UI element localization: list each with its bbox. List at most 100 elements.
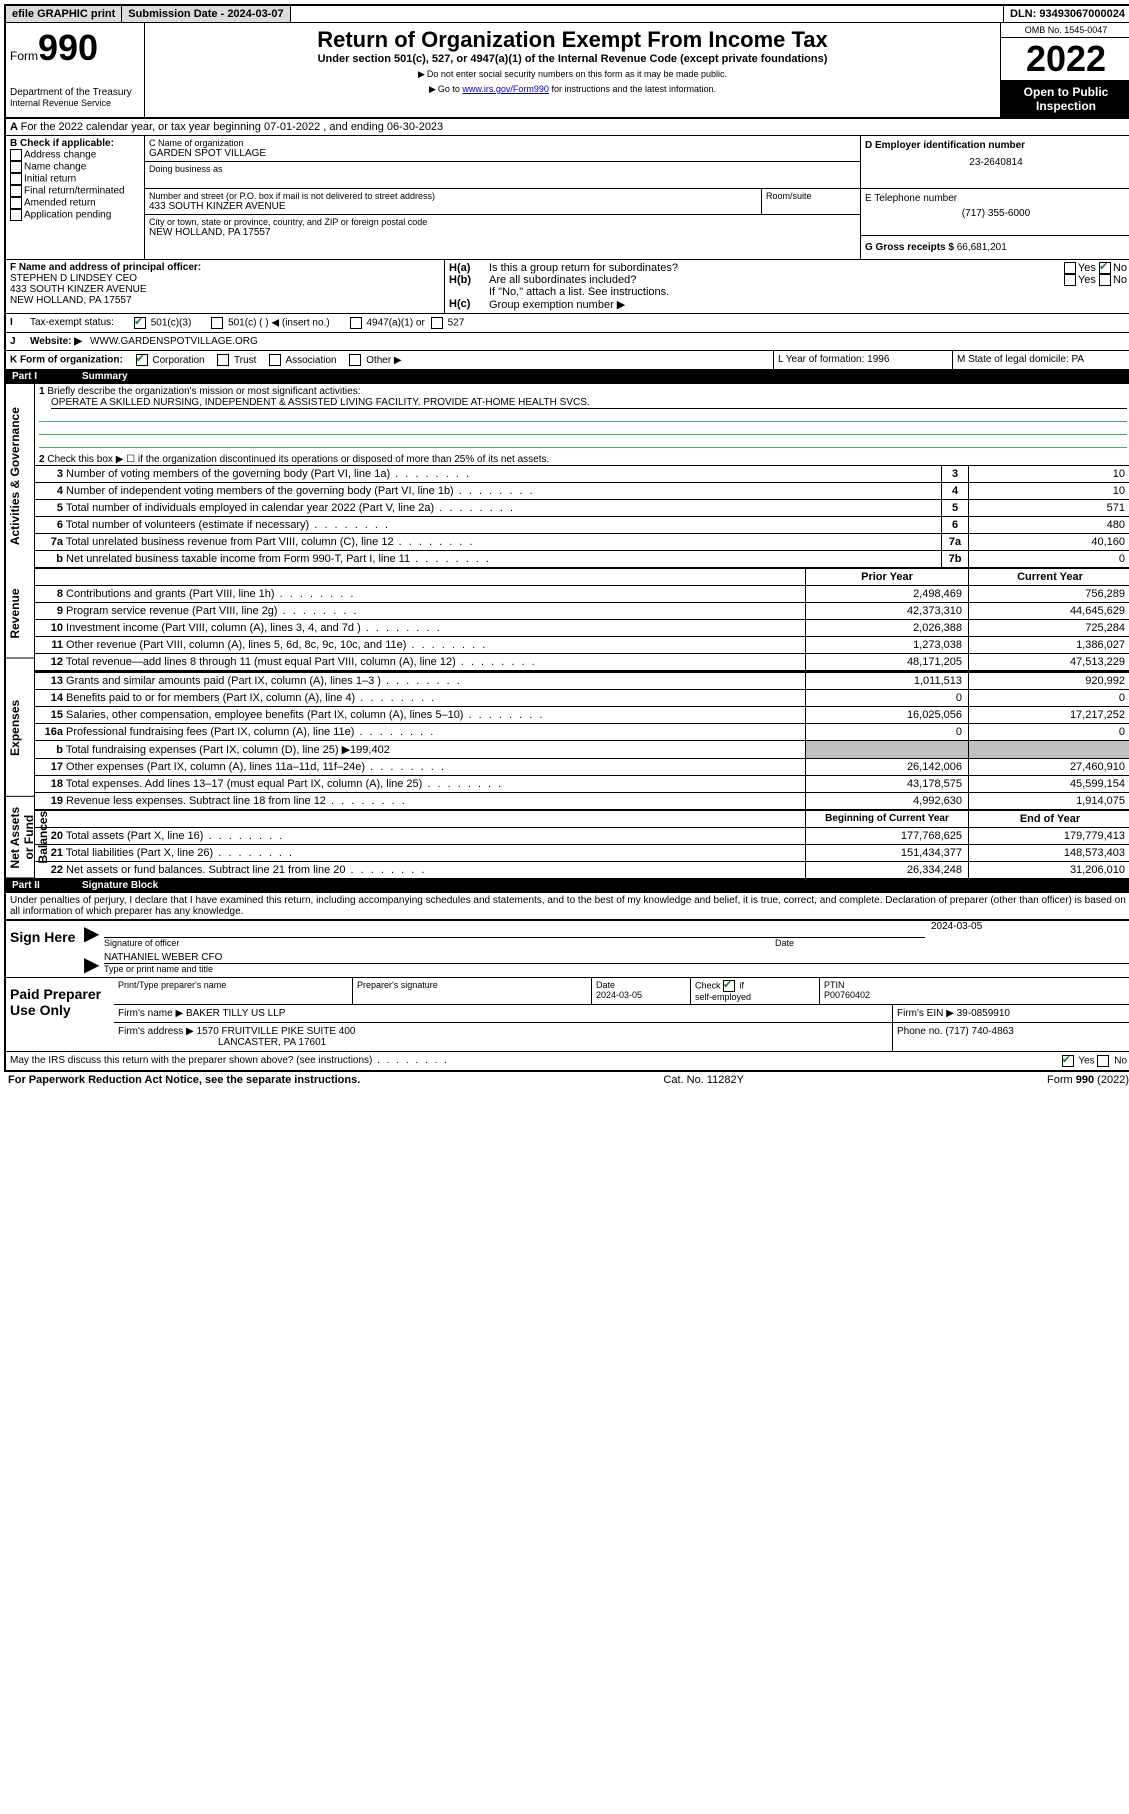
summary-row: 20 Total assets (Part X, line 16)177,768…: [35, 827, 1129, 844]
ein: 23-2640814: [865, 157, 1127, 168]
chk-other[interactable]: [349, 354, 361, 366]
hb-text: Are all subordinates included?: [489, 274, 1064, 286]
page-footer: For Paperwork Reduction Act Notice, see …: [4, 1072, 1129, 1088]
mission: OPERATE A SKILLED NURSING, INDEPENDENT &…: [51, 397, 1127, 409]
city-label: City or town, state or province, country…: [149, 217, 856, 227]
k-label: K Form of organization:: [10, 355, 123, 366]
summary-row: 19 Revenue less expenses. Subtract line …: [35, 792, 1129, 809]
chk-initial[interactable]: [10, 173, 22, 185]
chk-trust[interactable]: [217, 354, 229, 366]
section-fh: F Name and address of principal officer:…: [6, 259, 1129, 313]
part-i-label: Part I: [12, 371, 82, 382]
arrow-icon: [429, 84, 438, 94]
ptin-label: PTIN: [824, 980, 845, 990]
section-c: C Name of organization GARDEN SPOT VILLA…: [145, 136, 860, 259]
opt-name: Name change: [24, 162, 86, 173]
chk-discuss-no[interactable]: [1097, 1055, 1109, 1067]
chk-final[interactable]: [10, 185, 22, 197]
name-title-label: Type or print name and title: [104, 964, 1129, 974]
opt-527: 527: [448, 318, 465, 329]
chk-ha-no[interactable]: [1099, 262, 1111, 274]
c-name-label: C Name of organization: [149, 138, 856, 148]
chk-assoc[interactable]: [269, 354, 281, 366]
header-mid: Return of Organization Exempt From Incom…: [145, 23, 1000, 117]
col-current: Current Year: [968, 569, 1129, 585]
summary-row: b Net unrelated business taxable income …: [35, 550, 1129, 567]
arrow-icon: [418, 69, 427, 79]
discuss-text: May the IRS discuss this return with the…: [10, 1055, 372, 1066]
header-right: OMB No. 1545-0047 2022 Open to Public In…: [1000, 23, 1129, 117]
opt-other: Other ▶: [366, 355, 401, 366]
chk-address-change[interactable]: [10, 149, 22, 161]
chk-self-employed[interactable]: [723, 980, 735, 992]
section-bcdefg: B Check if applicable: Address change Na…: [6, 136, 1129, 259]
officer-sig-label: Signature of officer: [104, 938, 775, 948]
submission-date: Submission Date - 2024-03-07: [122, 6, 290, 22]
section-i: I Tax-exempt status: 501(c)(3) 501(c) ( …: [6, 313, 1129, 332]
chk-4947[interactable]: [350, 317, 362, 329]
chk-527[interactable]: [431, 317, 443, 329]
irs-label: Internal Revenue Service: [10, 98, 140, 108]
summary-row: 21 Total liabilities (Part X, line 26)15…: [35, 844, 1129, 861]
topbar-spacer: [291, 6, 1004, 22]
efile-print-button[interactable]: efile GRAPHIC print: [6, 6, 122, 22]
irs-link[interactable]: www.irs.gov/Form990: [462, 84, 549, 94]
opt-amended: Amended return: [24, 198, 96, 209]
summary-row: 17 Other expenses (Part IX, column (A), …: [35, 758, 1129, 775]
d-label: D Employer identification number: [865, 140, 1025, 151]
prep-sig-label: Preparer's signature: [353, 978, 592, 1004]
chk-501c[interactable]: [211, 317, 223, 329]
street-label: Number and street (or P.O. box if mail i…: [149, 191, 757, 201]
chk-hb-yes[interactable]: [1064, 274, 1076, 286]
discuss-row: May the IRS discuss this return with the…: [6, 1051, 1129, 1070]
chk-ha-yes[interactable]: [1064, 262, 1076, 274]
g-label: G Gross receipts $: [865, 242, 954, 253]
form-label: Form: [10, 49, 38, 63]
part-i-header: Part I Summary: [6, 369, 1129, 384]
chk-name-change[interactable]: [10, 161, 22, 173]
sign-here-block: Sign Here ▶ Signature of officer Date 20…: [6, 919, 1129, 977]
summary-row: 15 Salaries, other compensation, employe…: [35, 706, 1129, 723]
city: NEW HOLLAND, PA 17557: [149, 227, 856, 238]
chk-discuss-yes[interactable]: [1062, 1055, 1074, 1067]
summary-row: 5 Total number of individuals employed i…: [35, 499, 1129, 516]
summary-row: 18 Total expenses. Add lines 13–17 (must…: [35, 775, 1129, 792]
sub3-post: for instructions and the latest informat…: [549, 84, 716, 94]
opt-corp: Corporation: [152, 355, 204, 366]
section-j: J Website: ▶ WWW.GARDENSPOTVILLAGE.ORG: [6, 332, 1129, 350]
sig-date: 2024-03-05: [931, 921, 1129, 932]
chk-corp[interactable]: [136, 354, 148, 366]
chk-amended[interactable]: [10, 197, 22, 209]
dept-treasury: Department of the Treasury: [10, 87, 140, 98]
gross-receipts: 66,681,201: [957, 242, 1007, 253]
officer-name: STEPHEN D LINDSEY CEO: [10, 273, 440, 284]
prep-name-label: Print/Type preparer's name: [114, 978, 353, 1004]
street: 433 SOUTH KINZER AVENUE: [149, 201, 757, 212]
subtitle-1: Under section 501(c), 527, or 4947(a)(1)…: [149, 53, 996, 65]
summary-row: 12 Total revenue—add lines 8 through 11 …: [35, 653, 1129, 670]
col-prior: Prior Year: [805, 569, 968, 585]
open-public: Open to Public Inspection: [1001, 81, 1129, 117]
chk-pending[interactable]: [10, 209, 22, 221]
chk-hb-no[interactable]: [1099, 274, 1111, 286]
summary-row: 22 Net assets or fund balances. Subtract…: [35, 861, 1129, 878]
header-left: Form990 Department of the Treasury Inter…: [6, 23, 145, 117]
officer-printed-name: NATHANIEL WEBER CFO: [104, 952, 1129, 964]
website: WWW.GARDENSPOTVILLAGE.ORG: [90, 336, 258, 347]
pdate-label: Date: [596, 980, 615, 990]
summary-row: 13 Grants and similar amounts paid (Part…: [35, 672, 1129, 689]
ha-text: Is this a group return for subordinates?: [489, 262, 1064, 274]
summary-row: 6 Total number of volunteers (estimate i…: [35, 516, 1129, 533]
summary-row: 11 Other revenue (Part VIII, column (A),…: [35, 636, 1129, 653]
dba-label: Doing business as: [149, 164, 856, 174]
chk-501c3[interactable]: [134, 317, 146, 329]
form-header: Form990 Department of the Treasury Inter…: [6, 23, 1129, 119]
opt-trust: Trust: [234, 355, 256, 366]
summary-row: 14 Benefits paid to or for members (Part…: [35, 689, 1129, 706]
summary-row: 4 Number of independent voting members o…: [35, 482, 1129, 499]
part-ii-header: Part II Signature Block: [6, 878, 1129, 893]
summary-row: 3 Number of voting members of the govern…: [35, 465, 1129, 482]
firm-label: Firm's name ▶: [118, 1008, 183, 1019]
q2: Check this box ▶ ☐ if the organization d…: [47, 454, 549, 465]
part-ii-title: Signature Block: [82, 880, 158, 891]
